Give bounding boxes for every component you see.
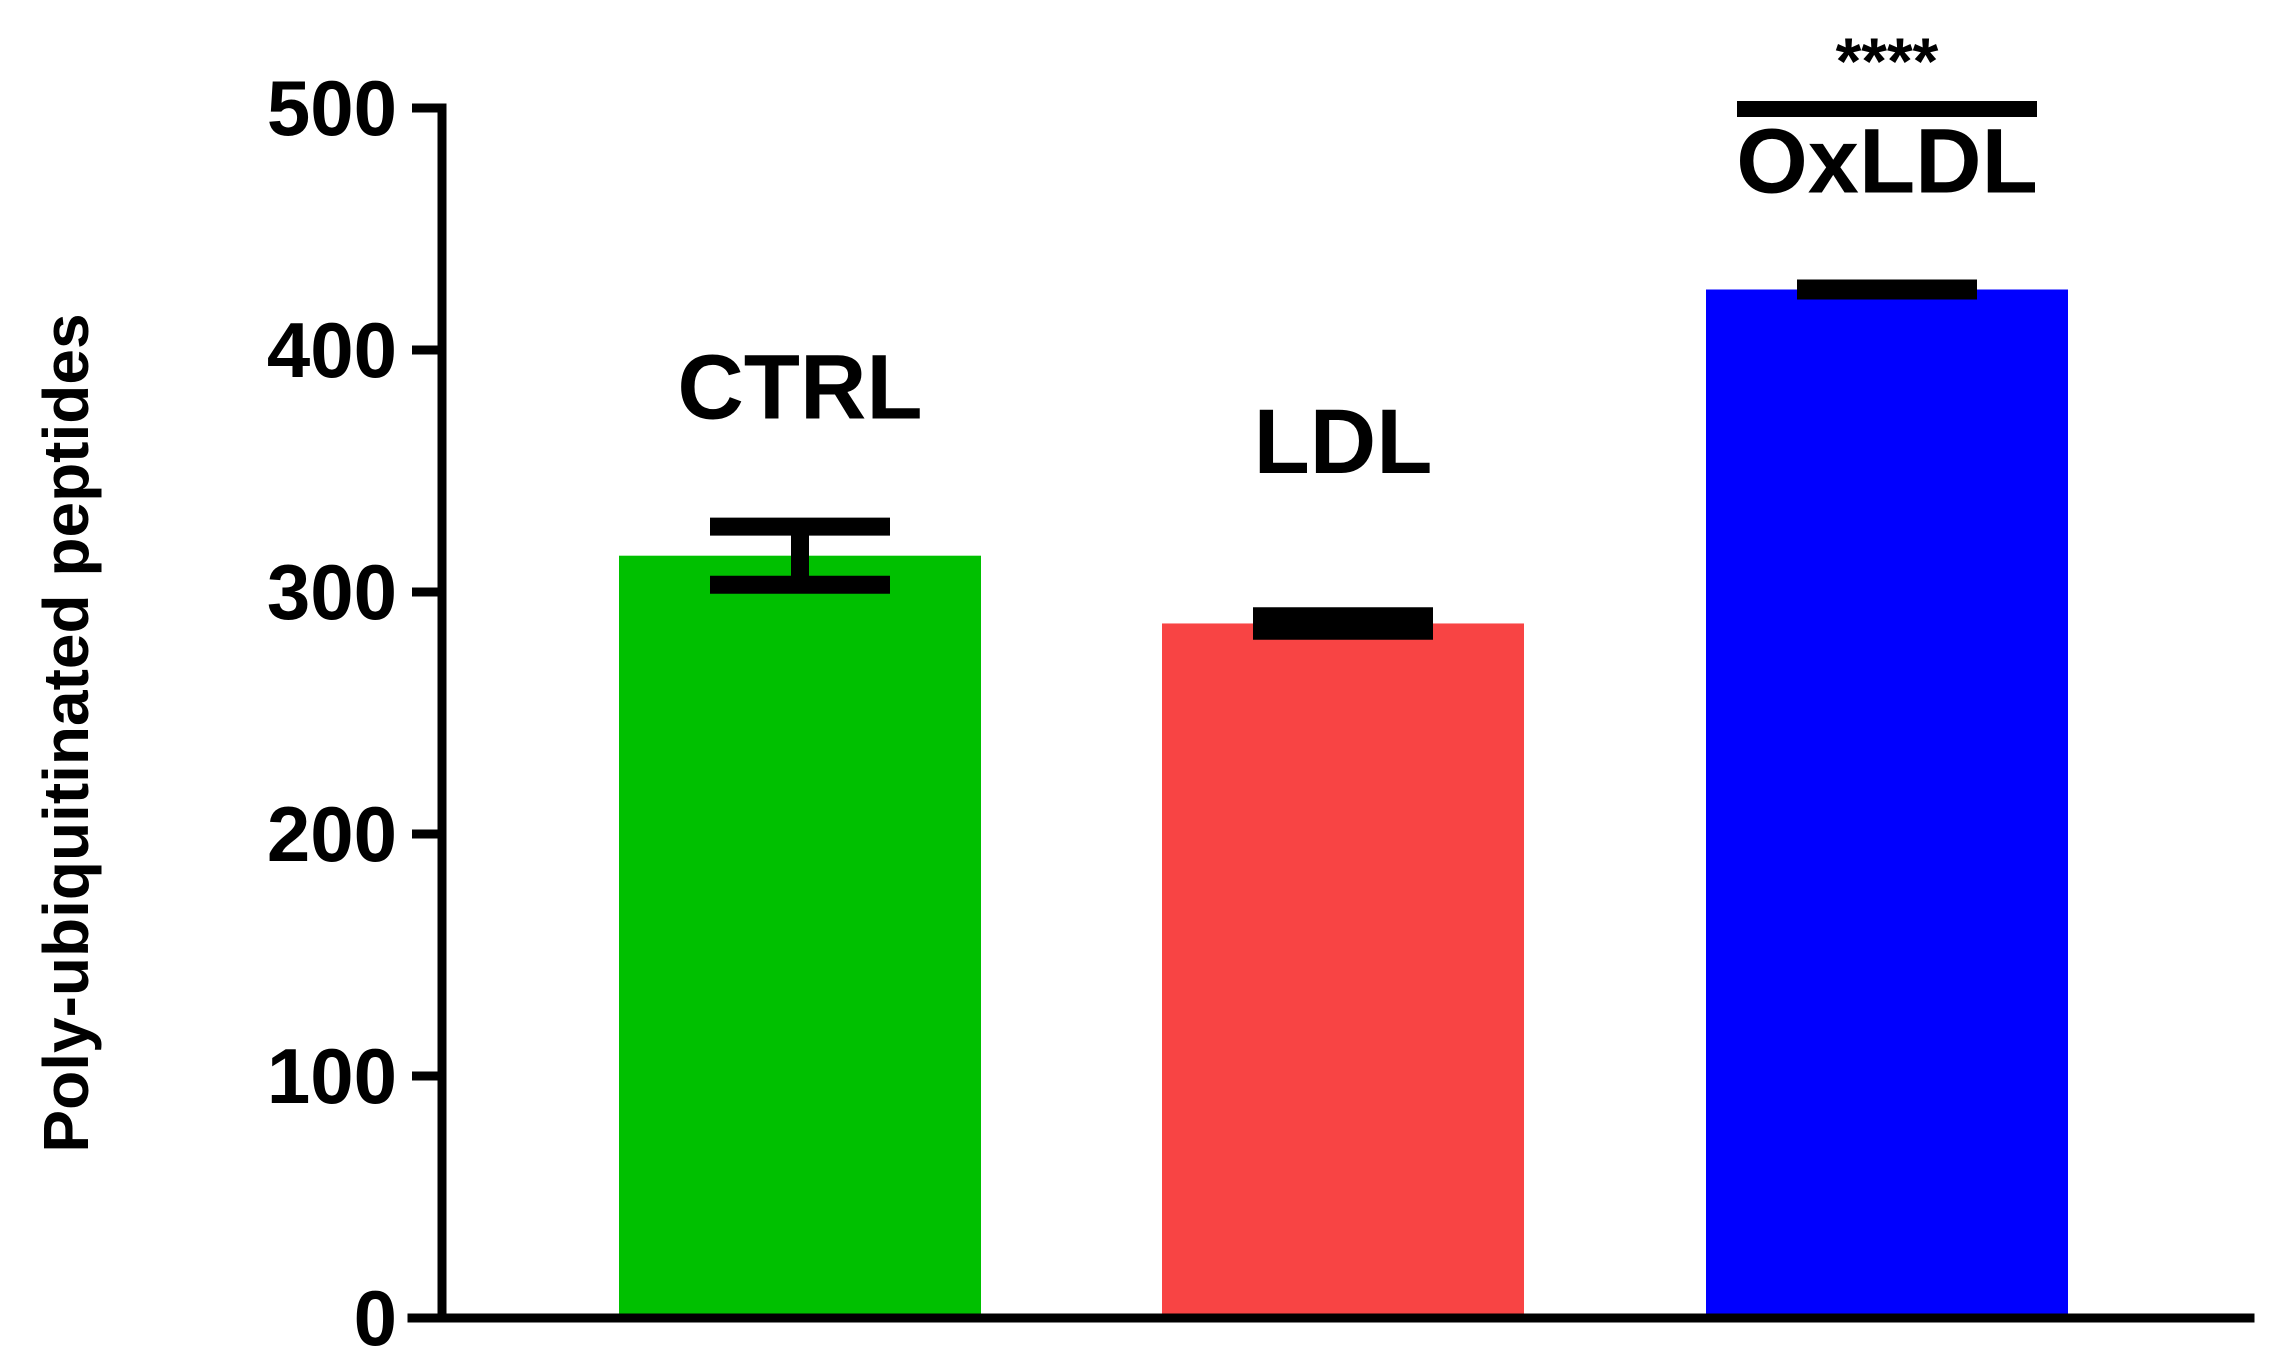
y-tick-label: 100	[267, 1032, 397, 1120]
y-tick-label: 0	[354, 1274, 397, 1362]
axes-layer	[407, 103, 2255, 1323]
y-tick-label: 300	[267, 548, 397, 636]
y-ticks-layer: 0 100 200 300 400 500	[267, 64, 442, 1362]
bar-labels-layer: CTRL LDL OxLDL	[677, 111, 2037, 494]
bar-label-ldl: LDL	[1254, 391, 1433, 493]
bar-ctrl	[619, 555, 981, 1318]
y-axis-title: Poly-ubiquitinated peptides	[30, 313, 102, 1152]
significance-label: ****	[1836, 24, 1939, 98]
bar-oxldl	[1706, 289, 2068, 1318]
y-tick-label: 200	[267, 790, 397, 878]
bars-layer	[619, 289, 2068, 1318]
error-bars-layer	[710, 279, 1977, 640]
bar-label-oxldl: OxLDL	[1736, 111, 2038, 213]
y-tick-label: 500	[267, 64, 397, 152]
y-tick-label: 400	[267, 306, 397, 394]
significance-layer: ****	[1737, 24, 2037, 117]
bar-label-ctrl: CTRL	[677, 337, 922, 439]
bar-ldl	[1162, 623, 1524, 1318]
